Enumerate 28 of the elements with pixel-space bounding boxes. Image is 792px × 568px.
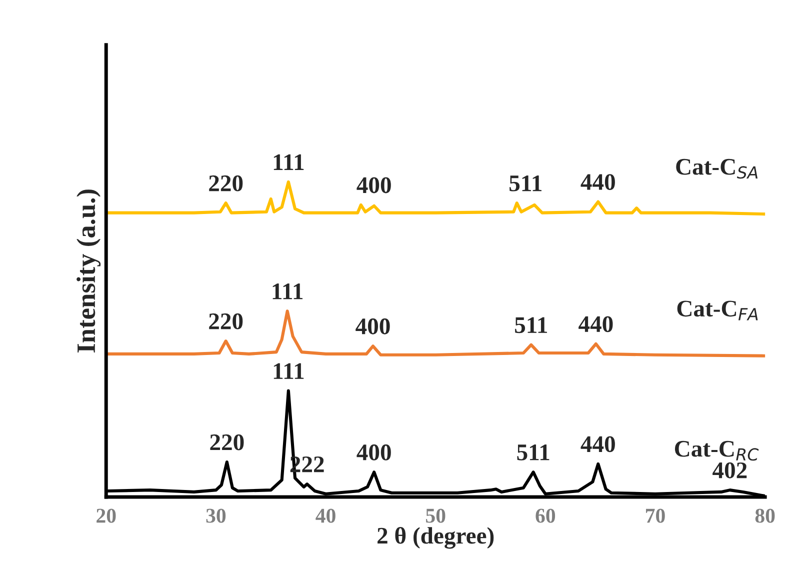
x-tick-label: 40 (316, 508, 336, 523)
annotation: 511 (510, 175, 542, 192)
x-tick-label: 80 (755, 508, 775, 523)
x-tick-label: 30 (206, 508, 226, 523)
x-axis-title: 2 θ (degree) (378, 527, 494, 549)
x-tick-label: 70 (646, 508, 665, 523)
annotation: 511 (517, 444, 550, 460)
y-axis-title: Intensity (a.u.) (76, 190, 101, 353)
annotation: 400 (356, 177, 391, 194)
annotation: 220 (209, 175, 243, 192)
annotation: 400 (356, 318, 390, 334)
series-label: Cat-C$_{FA}$ (677, 300, 758, 320)
series-label: Cat-C$_{SA}$ (676, 158, 758, 179)
annotation: 111 (272, 284, 303, 300)
annotation: 440 (580, 174, 615, 190)
annotation: 400 (356, 444, 391, 460)
x-tick-label: 60 (536, 508, 556, 523)
annotation: 402 (712, 462, 747, 478)
x-tick-label: 20 (96, 508, 116, 523)
annotation: 111 (274, 154, 304, 170)
annotation: 440 (578, 316, 613, 332)
annotation: 111 (274, 363, 304, 379)
x-tick-label: 50 (426, 508, 446, 523)
annotation: 220 (210, 434, 244, 450)
series-label: Cat-C$_{RC}$ (674, 440, 759, 461)
annotation: 220 (209, 313, 243, 330)
annotation: 511 (515, 317, 547, 334)
annotation: 440 (580, 436, 615, 452)
